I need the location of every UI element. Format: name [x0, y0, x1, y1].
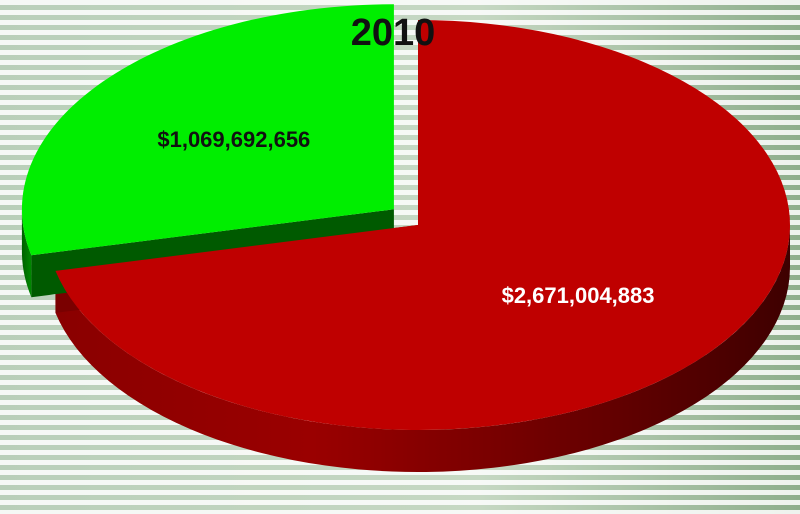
- slice-side-wall: [55, 225, 790, 472]
- slice-label: $1,069,692,656: [157, 127, 310, 152]
- slice-label: $2,671,004,883: [502, 283, 655, 308]
- slice-large: [55, 20, 790, 430]
- slice-side-wall: [21, 209, 32, 298]
- pie-layer: $2,671,004,883 $1,069,692,656: [21, 4, 790, 472]
- chart-title: 2010: [351, 12, 436, 54]
- slice-small: [21, 4, 394, 256]
